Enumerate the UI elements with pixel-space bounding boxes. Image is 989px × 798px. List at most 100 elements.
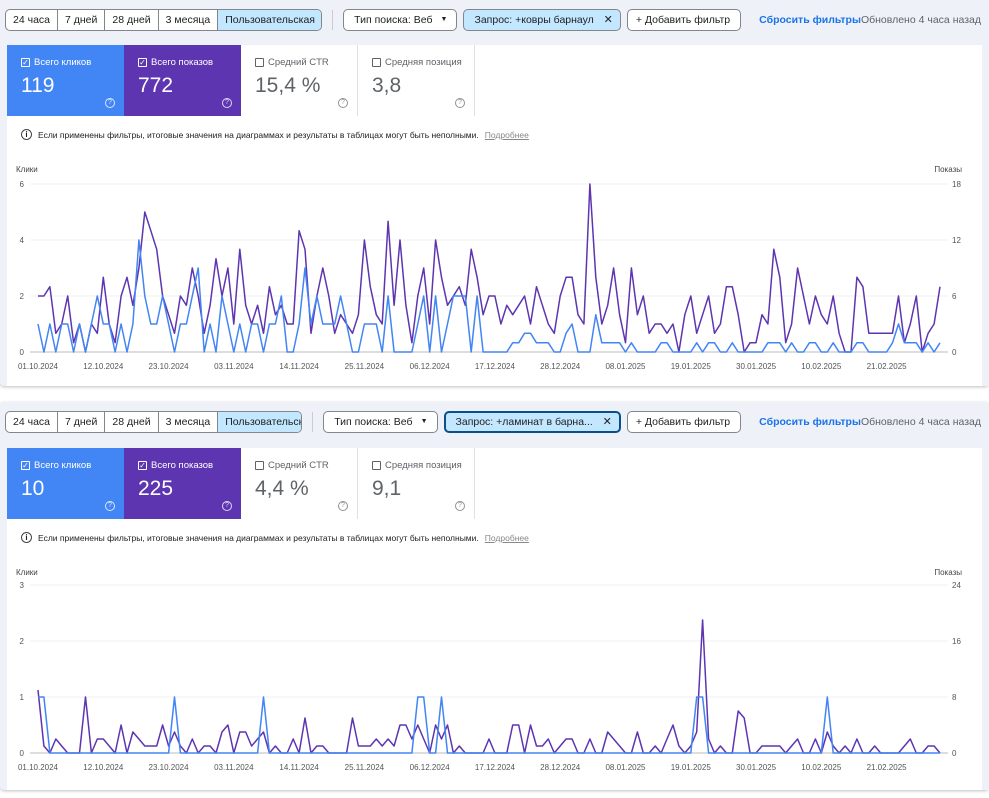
x-tick-label: 06.12.2024 xyxy=(410,362,451,371)
dropdown-arrow-icon: ▼ xyxy=(440,16,448,23)
add-filter-label: Добавить фильтр xyxy=(644,14,731,26)
updated-status: Обновлено 4 часа назад xyxy=(860,416,981,428)
x-tick-label: 25.11.2024 xyxy=(345,763,385,772)
x-tick-label: 12.10.2024 xyxy=(83,763,124,772)
help-icon[interactable]: ? xyxy=(455,501,465,511)
checkbox-unchecked-icon[interactable] xyxy=(255,461,264,470)
checkbox-checked-icon[interactable]: ✓ xyxy=(138,461,147,470)
x-tick-label: 19.01.2025 xyxy=(671,763,712,772)
x-tick-label: 01.10.2024 xyxy=(18,763,59,772)
help-icon[interactable]: ? xyxy=(105,501,115,511)
x-tick-label: 03.11.2024 xyxy=(214,763,254,772)
reset-filters-link[interactable]: Сбросить фильтры xyxy=(759,416,861,428)
checkbox-checked-icon[interactable]: ✓ xyxy=(21,58,30,67)
metric-total-impressions[interactable]: ✓ Всего показов 772? xyxy=(124,45,241,116)
metric-value: 772 xyxy=(138,74,174,97)
metric-value: 10 xyxy=(21,477,45,500)
date-range-custom[interactable]: Пользовательская▼ xyxy=(218,412,302,432)
checkbox-unchecked-icon[interactable] xyxy=(255,58,264,67)
filter-bar: 24 часа 7 дней 28 дней 3 месяца Пользова… xyxy=(5,411,989,433)
y-right-tick-label: 16 xyxy=(952,637,961,646)
help-icon[interactable]: ? xyxy=(338,501,348,511)
help-icon[interactable]: ? xyxy=(455,98,465,108)
info-icon: i xyxy=(21,129,32,140)
y-axis-left-label: Клики xyxy=(16,568,38,577)
learn-more-link[interactable]: Подробнее xyxy=(484,129,529,140)
y-right-tick-label: 8 xyxy=(952,693,957,702)
y-right-tick-label: 24 xyxy=(952,581,961,590)
date-range-28d[interactable]: 28 дней xyxy=(105,10,159,30)
help-icon[interactable]: ? xyxy=(338,98,348,108)
custom-range-label: Пользовательская xyxy=(225,416,301,428)
metric-value: 3,8 xyxy=(372,74,402,97)
updated-status: Обновлено 4 часа назад xyxy=(860,14,981,26)
checkbox-unchecked-icon[interactable] xyxy=(372,58,381,67)
metric-total-clicks[interactable]: ✓ Всего кликов 119? xyxy=(7,45,124,116)
y-left-tick-label: 2 xyxy=(20,292,25,301)
performance-panel-2: 24 часа 7 дней 28 дней 3 месяца Пользова… xyxy=(0,402,989,790)
x-tick-label: 14.11.2024 xyxy=(279,763,319,772)
close-icon[interactable]: ✕ xyxy=(602,416,612,428)
help-icon[interactable]: ? xyxy=(105,98,115,108)
metric-label: Всего показов xyxy=(151,460,214,471)
reset-filters-link[interactable]: Сбросить фильтры xyxy=(759,14,861,26)
performance-chart: Клики Показы 0 1 2 3 0 8 16 24 01.10.2024 12.10.202… xyxy=(16,568,962,772)
query-filter-chip[interactable]: Запрос: +ламинат в барна... ✕ xyxy=(443,411,621,433)
metric-average-ctr[interactable]: Средний CTR 15,4 %? xyxy=(241,45,358,116)
y-left-tick-label: 1 xyxy=(20,693,25,702)
clicks-series-line xyxy=(38,696,940,754)
performance-panel-1: 24 часа 7 дней 28 дней 3 месяца Пользова… xyxy=(0,0,989,386)
x-tick-label: 30.01.2025 xyxy=(736,763,777,772)
add-filter-button[interactable]: + Добавить фильтр xyxy=(626,411,742,433)
x-tick-label: 25.11.2024 xyxy=(345,362,385,371)
learn-more-link[interactable]: Подробнее xyxy=(484,532,529,543)
date-range-3m[interactable]: 3 месяца xyxy=(159,412,219,432)
date-range-7d[interactable]: 7 дней xyxy=(58,10,106,30)
date-range-custom[interactable]: Пользовательская▼ xyxy=(218,10,322,30)
y-right-tick-label: 0 xyxy=(952,348,957,357)
x-tick-label: 01.10.2024 xyxy=(18,362,59,371)
close-icon[interactable]: ✕ xyxy=(603,14,613,26)
metric-total-clicks[interactable]: ✓ Всего кликов 10? xyxy=(7,448,124,519)
checkbox-checked-icon[interactable]: ✓ xyxy=(138,58,147,67)
info-notice: i Если применены фильтры, итоговые значен… xyxy=(21,129,529,140)
date-range-28d[interactable]: 28 дней xyxy=(105,412,159,432)
metric-total-impressions[interactable]: ✓ Всего показов 225? xyxy=(124,448,241,519)
date-range-24h[interactable]: 24 часа xyxy=(6,10,58,30)
date-range-7d[interactable]: 7 дней xyxy=(58,412,106,432)
x-tick-label: 10.02.2025 xyxy=(801,362,842,371)
add-filter-button[interactable]: + Добавить фильтр xyxy=(626,9,742,31)
custom-range-label: Пользовательская xyxy=(225,14,315,26)
date-range-3m[interactable]: 3 месяца xyxy=(159,10,219,30)
help-icon[interactable]: ? xyxy=(222,98,232,108)
x-tick-label: 30.01.2025 xyxy=(736,362,777,371)
search-type-filter[interactable]: Тип поиска: Веб ▼ xyxy=(343,9,458,31)
y-right-tick-label: 12 xyxy=(952,236,961,245)
performance-chart: Клики Показы 0 2 4 6 0 6 12 18 01.10.2024 12.10.202… xyxy=(16,165,962,371)
metric-average-position[interactable]: Средняя позиция 9,1? xyxy=(358,448,475,519)
search-type-filter[interactable]: Тип поиска: Веб ▼ xyxy=(323,411,438,433)
y-right-tick-label: 6 xyxy=(952,292,957,301)
scrollbar[interactable] xyxy=(982,447,989,790)
query-filter-chip[interactable]: Запрос: +ковры барнаул ✕ xyxy=(463,9,621,31)
search-type-label: Тип поиска: Веб xyxy=(354,14,433,26)
x-tick-label: 08.01.2025 xyxy=(605,362,646,371)
scrollbar[interactable] xyxy=(982,45,989,386)
info-notice: i Если применены фильтры, итоговые значен… xyxy=(21,532,529,543)
metric-average-ctr[interactable]: Средний CTR 4,4 %? xyxy=(241,448,358,519)
y-left-tick-label: 3 xyxy=(20,581,25,590)
metric-label: Всего кликов xyxy=(34,57,92,68)
metric-label: Средний CTR xyxy=(268,460,329,471)
impressions-series-line xyxy=(37,619,941,754)
checkbox-checked-icon[interactable]: ✓ xyxy=(21,461,30,470)
x-tick-label: 21.02.2025 xyxy=(867,763,908,772)
date-range-24h[interactable]: 24 часа xyxy=(6,412,58,432)
info-text: Если применены фильтры, итоговые значени… xyxy=(38,129,479,140)
y-axis-right-label: Показы xyxy=(934,165,962,174)
metric-average-position[interactable]: Средняя позиция 3,8? xyxy=(358,45,475,116)
help-icon[interactable]: ? xyxy=(222,501,232,511)
y-right-tick-label: 0 xyxy=(952,749,957,758)
x-tick-label: 17.12.2024 xyxy=(475,362,516,371)
checkbox-unchecked-icon[interactable] xyxy=(372,461,381,470)
info-text: Если применены фильтры, итоговые значени… xyxy=(38,532,479,543)
